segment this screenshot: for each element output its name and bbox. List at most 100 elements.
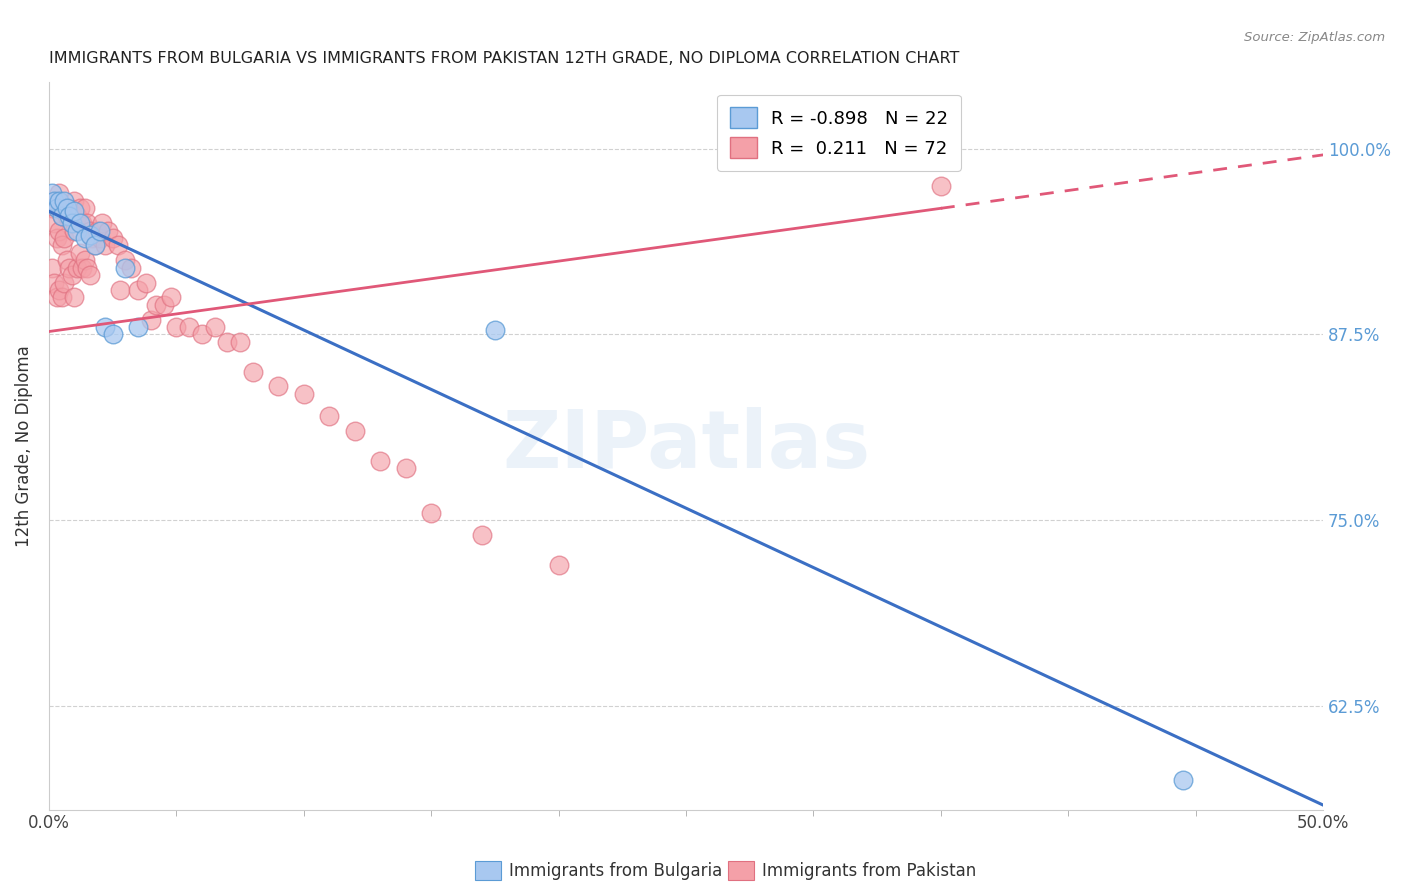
Point (58, 209, 80, 223)
Point (165, 320, 187, 334)
Point (56, 202, 79, 216)
Point (204, 320, 226, 334)
Point (152, 298, 174, 312)
Point (45, 231, 67, 245)
Text: Source: ZipAtlas.com: Source: ZipAtlas.com (1244, 31, 1385, 45)
Point (83, 238, 105, 252)
Point (51, 209, 73, 223)
Point (89, 223, 111, 237)
Point (41, 186, 63, 201)
Point (145, 298, 167, 312)
Point (56, 253, 79, 268)
Point (69, 202, 91, 216)
Point (66, 223, 89, 237)
Point (127, 283, 149, 297)
Point (70, 260, 93, 275)
Point (45, 194, 67, 208)
Point (179, 320, 201, 334)
Point (101, 231, 124, 245)
Text: ZIPatlas: ZIPatlas (502, 407, 870, 485)
Point (69, 216, 91, 230)
Point (63, 194, 86, 208)
Point (86, 223, 108, 237)
Point (45, 290, 67, 304)
Point (139, 312, 162, 326)
Point (76, 216, 98, 230)
Point (110, 283, 132, 297)
Point (79, 227, 101, 242)
Point (73, 253, 96, 268)
Point (51, 209, 73, 223)
Point (91, 216, 114, 230)
Point (929, 179, 952, 194)
Point (60, 216, 83, 230)
Point (63, 223, 86, 237)
Point (79, 268, 101, 282)
Point (368, 453, 391, 467)
Point (318, 409, 340, 424)
Point (135, 276, 157, 290)
Point (94, 238, 117, 252)
Point (53, 202, 76, 216)
Point (56, 209, 79, 223)
Point (42, 216, 65, 230)
Text: Immigrants from Pakistan: Immigrants from Pakistan (762, 862, 976, 880)
Point (76, 260, 98, 275)
Point (58, 260, 80, 275)
Point (1171, 772, 1194, 787)
Point (242, 365, 264, 379)
Point (114, 260, 136, 275)
Y-axis label: 12th Grade, No Diploma: 12th Grade, No Diploma (15, 345, 32, 547)
Point (70, 216, 93, 230)
Point (82, 231, 104, 245)
Point (58, 202, 80, 216)
Point (42, 276, 65, 290)
Point (45, 202, 67, 216)
Point (191, 327, 214, 342)
Point (48, 283, 70, 297)
Point (267, 379, 290, 393)
Point (48, 186, 70, 201)
Point (120, 260, 142, 275)
Point (60, 268, 83, 282)
Point (73, 202, 96, 216)
Point (83, 238, 105, 252)
Point (79, 223, 101, 237)
Text: Immigrants from Bulgaria: Immigrants from Bulgaria (509, 862, 723, 880)
Point (217, 334, 239, 349)
Point (63, 204, 86, 219)
Point (89, 231, 111, 245)
Point (484, 323, 506, 337)
Point (48, 223, 70, 237)
Point (229, 334, 252, 349)
Point (66, 260, 89, 275)
Point (51, 290, 73, 304)
Point (292, 387, 315, 401)
Point (97, 223, 120, 237)
Point (114, 253, 136, 268)
Point (48, 194, 70, 208)
Point (41, 202, 63, 216)
Point (547, 558, 569, 572)
Point (101, 327, 124, 342)
Point (42, 194, 65, 208)
Point (420, 506, 443, 520)
Point (343, 424, 366, 438)
Point (53, 194, 76, 208)
Point (53, 231, 76, 245)
Point (395, 461, 418, 475)
Point (41, 260, 63, 275)
Point (53, 276, 76, 290)
Point (471, 528, 494, 542)
Point (51, 238, 73, 252)
Point (94, 320, 117, 334)
Point (60, 216, 83, 230)
Text: IMMIGRANTS FROM BULGARIA VS IMMIGRANTS FROM PAKISTAN 12TH GRADE, NO DIPLOMA CORR: IMMIGRANTS FROM BULGARIA VS IMMIGRANTS F… (49, 51, 959, 66)
Point (69, 245, 91, 260)
Point (63, 290, 86, 304)
Point (66, 209, 89, 223)
Legend: R = -0.898   N = 22, R =  0.211   N = 72: R = -0.898 N = 22, R = 0.211 N = 72 (717, 95, 960, 170)
Point (127, 320, 149, 334)
Point (107, 238, 129, 252)
Point (73, 231, 96, 245)
